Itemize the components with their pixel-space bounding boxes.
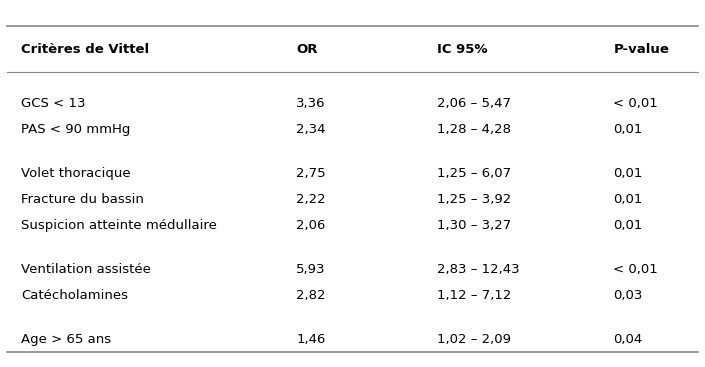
Text: 2,75: 2,75 [296, 167, 326, 180]
Text: Suspicion atteinte médullaire: Suspicion atteinte médullaire [21, 219, 217, 232]
Text: 0,04: 0,04 [613, 333, 642, 346]
Text: 2,83 – 12,43: 2,83 – 12,43 [437, 263, 520, 276]
Text: Fracture du bassin: Fracture du bassin [21, 193, 144, 206]
Text: 1,25 – 3,92: 1,25 – 3,92 [437, 193, 511, 206]
Text: 3,36: 3,36 [296, 97, 326, 110]
Text: 5,93: 5,93 [296, 263, 326, 276]
Text: 0,01: 0,01 [613, 167, 643, 180]
Text: 2,34: 2,34 [296, 123, 326, 136]
Text: 2,22: 2,22 [296, 193, 326, 206]
Text: 1,28 – 4,28: 1,28 – 4,28 [437, 123, 511, 136]
Text: IC 95%: IC 95% [437, 43, 488, 55]
Text: Ventilation assistée: Ventilation assistée [21, 263, 151, 276]
Text: OR: OR [296, 43, 317, 55]
Text: Critères de Vittel: Critères de Vittel [21, 43, 149, 55]
Text: < 0,01: < 0,01 [613, 263, 658, 276]
Text: Catécholamines: Catécholamines [21, 289, 128, 302]
Text: Age > 65 ans: Age > 65 ans [21, 333, 111, 346]
Text: PAS < 90 mmHg: PAS < 90 mmHg [21, 123, 130, 136]
Text: 2,06: 2,06 [296, 219, 326, 232]
Text: P-value: P-value [613, 43, 669, 55]
Text: 1,46: 1,46 [296, 333, 326, 346]
Text: < 0,01: < 0,01 [613, 97, 658, 110]
Text: 1,25 – 6,07: 1,25 – 6,07 [437, 167, 511, 180]
Text: 1,02 – 2,09: 1,02 – 2,09 [437, 333, 511, 346]
Text: 1,12 – 7,12: 1,12 – 7,12 [437, 289, 511, 302]
Text: 0,01: 0,01 [613, 123, 643, 136]
Text: 0,03: 0,03 [613, 289, 643, 302]
Text: Volet thoracique: Volet thoracique [21, 167, 130, 180]
Text: 0,01: 0,01 [613, 193, 643, 206]
Text: 1,30 – 3,27: 1,30 – 3,27 [437, 219, 511, 232]
Text: 0,01: 0,01 [613, 219, 643, 232]
Text: GCS < 13: GCS < 13 [21, 97, 85, 110]
Text: 2,06 – 5,47: 2,06 – 5,47 [437, 97, 511, 110]
Text: 2,82: 2,82 [296, 289, 326, 302]
